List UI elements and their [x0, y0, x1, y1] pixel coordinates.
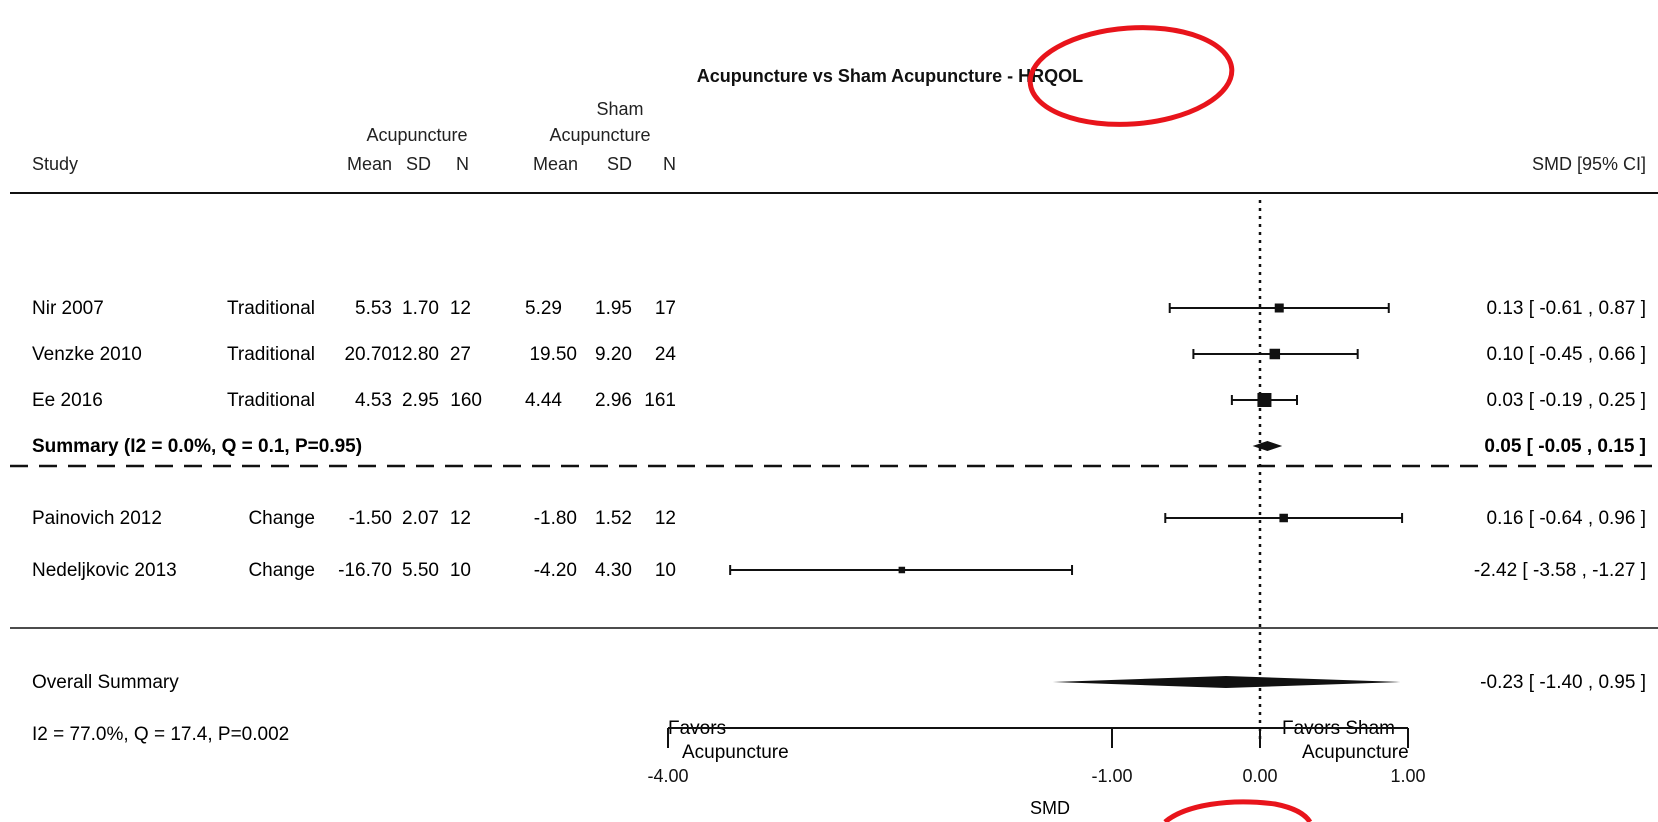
sham-n: 161 [644, 390, 676, 411]
header-effect: SMD [95% CI] [1532, 154, 1646, 174]
sham-n: 17 [655, 298, 676, 319]
header-sham-sd: SD [607, 154, 632, 174]
acu-n: 10 [450, 560, 471, 581]
acu-mean: 20.70 [344, 344, 392, 365]
acu-mean: -16.70 [338, 560, 392, 581]
sham-n: 10 [655, 560, 676, 581]
study-row: Painovich 2012 Change -1.50 2.07 12 -1.8… [32, 508, 1646, 529]
x-tick-label: -4.00 [647, 766, 688, 786]
header-acu-group: Acupuncture [366, 125, 467, 145]
acu-sd: 12.80 [391, 344, 439, 365]
acu-n: 12 [450, 508, 471, 529]
overall-stats: I2 = 77.0%, Q = 17.4, P=0.002 [32, 724, 289, 745]
acu-n: 27 [450, 344, 471, 365]
point-estimate-box [1269, 348, 1281, 360]
sham-sd: 1.95 [595, 298, 632, 319]
acu-mean: -1.50 [349, 508, 392, 529]
effect-ci: 0.03 [ -0.19 , 0.25 ] [1487, 390, 1647, 411]
study-name: Venzke 2010 [32, 344, 142, 365]
acu-mean: 5.53 [355, 298, 392, 319]
summary-diamond [1252, 441, 1283, 451]
acu-sd: 2.07 [402, 508, 439, 529]
header-sham-n: N [663, 154, 676, 174]
header-study: Study [32, 154, 78, 174]
favors-left-line2: Acupuncture [682, 742, 789, 763]
study-row: Nir 2007 Traditional 5.53 1.70 12 5.29 1… [32, 298, 1646, 319]
acu-sd: 2.95 [402, 390, 439, 411]
study-name: Nir 2007 [32, 298, 104, 319]
sham-sd: 4.30 [595, 560, 632, 581]
acu-sd: 5.50 [402, 560, 439, 581]
header-acu-mean: Mean [347, 154, 392, 174]
study-type: Traditional [227, 344, 315, 365]
study-type: Change [248, 560, 315, 581]
effect-ci: 0.16 [ -0.64 , 0.96 ] [1487, 508, 1647, 529]
summary-label: Summary (I2 = 0.0%, Q = 0.1, P=0.95) [32, 436, 362, 457]
study-row: Venzke 2010 Traditional 20.70 12.80 27 1… [32, 344, 1646, 365]
point-estimate-box [1257, 393, 1272, 407]
header-sham-line1: Sham [596, 99, 643, 119]
sham-mean: 4.44 [525, 390, 562, 411]
study-name: Painovich 2012 [32, 508, 162, 529]
sham-mean: -1.80 [534, 508, 577, 529]
point-estimate-box [1279, 513, 1288, 523]
effect-ci: 0.13 [ -0.61 , 0.87 ] [1487, 298, 1647, 319]
acu-sd: 1.70 [402, 298, 439, 319]
x-tick-label: -1.00 [1091, 766, 1132, 786]
chart-title: Acupuncture vs Sham Acupuncture - HRQOL [697, 66, 1083, 86]
acu-mean: 4.53 [355, 390, 392, 411]
sham-sd: 9.20 [595, 344, 632, 365]
forest-marks: -4.00 -1.00 0.00 1.00 [647, 303, 1426, 786]
summary-label-bold: Summary [32, 436, 119, 457]
summary-effect-ci: 0.05 [ -0.05 , 0.15 ] [1484, 436, 1646, 457]
sham-n: 24 [655, 344, 677, 365]
sham-mean: 19.50 [529, 344, 577, 365]
acu-n: 160 [450, 390, 482, 411]
x-axis-label: SMD [1030, 798, 1070, 818]
favors-right-line2: Acupuncture [1302, 742, 1409, 763]
x-tick-label: 0.00 [1242, 766, 1277, 786]
annotation-circle-partial [1163, 799, 1313, 822]
study-type: Change [248, 508, 315, 529]
header-acu-sd: SD [406, 154, 431, 174]
study-row: Nedeljkovic 2013 Change -16.70 5.50 10 -… [32, 560, 1646, 581]
header-acu-n: N [456, 154, 469, 174]
point-estimate-box [898, 566, 906, 574]
point-estimate-box [1274, 303, 1284, 313]
study-name: Nedeljkovic 2013 [32, 560, 177, 581]
study-type: Traditional [227, 390, 315, 411]
summary-label-stats: (I2 = 0.0%, Q = 0.1, P=0.95) [119, 436, 362, 457]
overall-label: Overall Summary [32, 672, 179, 693]
annotation-circle [1027, 25, 1235, 127]
header-sham-line2: Acupuncture [549, 125, 650, 145]
sham-mean: 5.29 [525, 298, 562, 319]
sham-mean: -4.20 [534, 560, 577, 581]
acu-n: 12 [450, 298, 471, 319]
sham-n: 12 [655, 508, 676, 529]
x-tick-label: 1.00 [1390, 766, 1425, 786]
study-row: Ee 2016 Traditional 4.53 2.95 160 4.44 2… [32, 390, 1646, 411]
sham-sd: 1.52 [595, 508, 632, 529]
header-sham-mean: Mean [533, 154, 578, 174]
sham-sd: 2.96 [595, 390, 632, 411]
effect-ci: 0.10 [ -0.45 , 0.66 ] [1487, 344, 1647, 365]
study-type: Traditional [227, 298, 315, 319]
overall-effect-ci: -0.23 [ -1.40 , 0.95 ] [1480, 672, 1646, 693]
study-name: Ee 2016 [32, 390, 103, 411]
summary-diamond [1052, 676, 1401, 688]
effect-ci: -2.42 [ -3.58 , -1.27 ] [1474, 560, 1646, 581]
